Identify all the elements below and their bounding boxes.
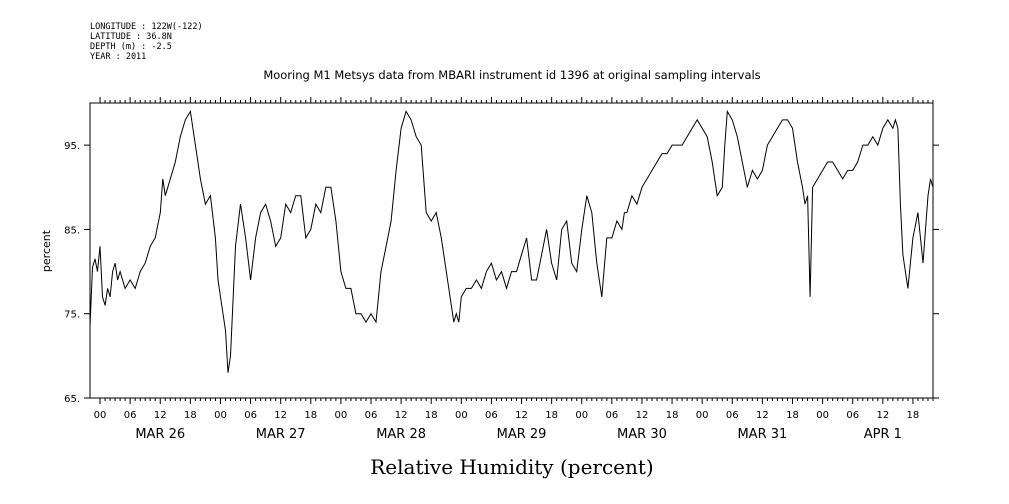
meta-depth: DEPTH (m) : -2.5 (90, 42, 172, 52)
meta-year: YEAR : 2011 (90, 52, 147, 62)
axis-ticks (84, 97, 939, 404)
y-tick-label: 85. (64, 225, 80, 236)
x-hour-label: 00 (214, 410, 227, 421)
meta-longitude: LONGITUDE : 122W(-122) (90, 22, 203, 32)
x-hour-label: 12 (515, 410, 528, 421)
x-hour-label: 12 (876, 410, 889, 421)
x-hour-label: 00 (696, 410, 709, 421)
x-hour-label: 06 (485, 410, 498, 421)
x-day-label: MAR 31 (737, 427, 787, 442)
x-hour-label: 06 (124, 410, 137, 421)
x-hour-label: 12 (756, 410, 769, 421)
y-tick-label: 95. (64, 141, 80, 152)
x-hour-label: 18 (184, 410, 197, 421)
x-axis-label: Relative Humidity (percent) (370, 455, 653, 479)
x-hour-label: 06 (605, 410, 618, 421)
x-day-label: MAR 27 (256, 427, 306, 442)
x-hour-label: 06 (244, 410, 257, 421)
x-hour-label: 00 (94, 410, 107, 421)
x-day-label: MAR 30 (617, 427, 667, 442)
x-hour-label: 18 (304, 410, 317, 421)
x-hour-label: 06 (846, 410, 859, 421)
x-hour-label: 06 (726, 410, 739, 421)
x-hour-label: 18 (907, 410, 920, 421)
x-day-label: MAR 29 (497, 427, 547, 442)
y-tick-label: 65. (64, 394, 80, 405)
x-tick-labels: 00 06 12 18 00 06 12 18 00 06 12 18 00 06 12 18 00 06 12 18… (94, 410, 920, 442)
humidity-series-line (89, 109, 934, 373)
x-day-label: APR 1 (864, 427, 902, 442)
x-hour-label: 18 (666, 410, 679, 421)
x-day-label: MAR 26 (135, 427, 185, 442)
x-hour-label: 00 (816, 410, 829, 421)
x-hour-label: 12 (395, 410, 408, 421)
x-hour-label: 18 (425, 410, 438, 421)
x-hour-label: 12 (274, 410, 287, 421)
x-hour-label: 18 (545, 410, 558, 421)
x-hour-label: 00 (455, 410, 468, 421)
y-axis-label: percent (40, 229, 53, 272)
x-hour-label: 12 (636, 410, 649, 421)
x-hour-label: 06 (365, 410, 378, 421)
x-day-label: MAR 28 (376, 427, 426, 442)
y-tick-labels: 65. 75. 85. 95. (64, 141, 80, 405)
x-hour-label: 00 (575, 410, 588, 421)
x-hour-label: 12 (154, 410, 167, 421)
x-hour-label: 00 (335, 410, 348, 421)
chart-title: Mooring M1 Metsys data from MBARI instru… (263, 68, 760, 82)
meta-latitude: LATITUDE : 36.8N (90, 32, 172, 42)
x-hour-label: 18 (786, 410, 799, 421)
y-tick-label: 75. (64, 310, 80, 321)
